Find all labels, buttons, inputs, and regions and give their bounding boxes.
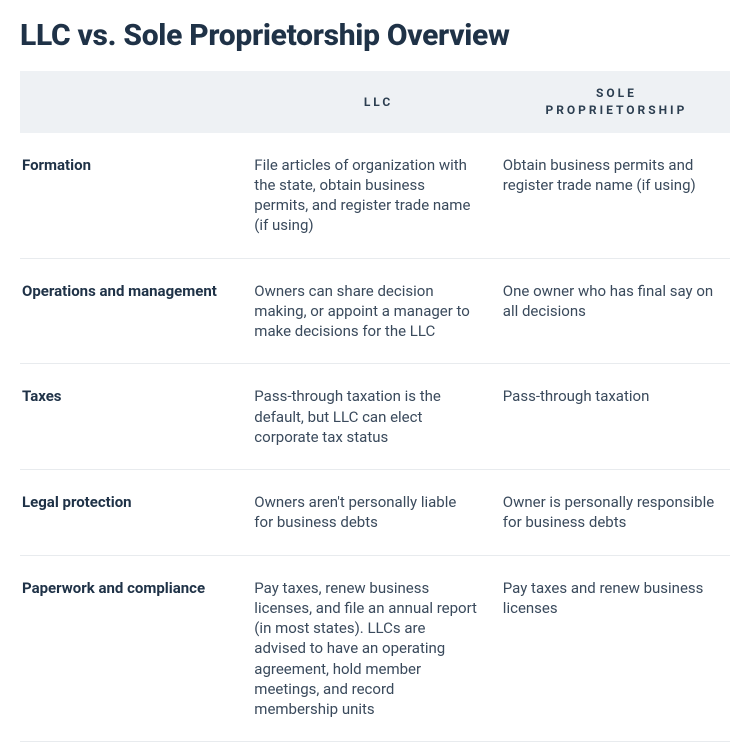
row-label: Taxes [20, 364, 254, 470]
row-llc-cell: Owners aren't personally liable for busi… [254, 470, 503, 556]
row-label: Paperwork and compliance [20, 555, 254, 742]
header-sole-prop: SOLE PROPRIETORSHIP [503, 71, 730, 133]
header-sole-prop-line2: PROPRIETORSHIP [545, 103, 687, 117]
row-llc-cell: Pay taxes, renew business licenses, and … [254, 555, 503, 742]
row-llc-cell: Pass-through taxation is the default, bu… [254, 364, 503, 470]
row-label: Operations and management [20, 258, 254, 364]
table-row: Formation File articles of organization … [20, 133, 730, 259]
row-sp-cell: One owner who has final say on all decis… [503, 258, 730, 364]
row-sp-cell: Obtain business permits and register tra… [503, 133, 730, 259]
table-row: Operations and management Owners can sha… [20, 258, 730, 364]
comparison-table: LLC SOLE PROPRIETORSHIP Formation File ar… [20, 71, 730, 742]
table-header-row: LLC SOLE PROPRIETORSHIP [20, 71, 730, 133]
header-llc: LLC [254, 71, 503, 133]
row-sp-cell: Pay taxes and renew business licenses [503, 555, 730, 742]
table-row: Legal protection Owners aren't personall… [20, 470, 730, 556]
table-row: Taxes Pass-through taxation is the defau… [20, 364, 730, 470]
page-title: LLC vs. Sole Proprietorship Overview [20, 18, 730, 53]
header-empty [20, 71, 254, 133]
row-label: Legal protection [20, 470, 254, 556]
row-sp-cell: Owner is personally responsible for busi… [503, 470, 730, 556]
row-sp-cell: Pass-through taxation [503, 364, 730, 470]
row-label: Formation [20, 133, 254, 259]
row-llc-cell: Owners can share decision making, or app… [254, 258, 503, 364]
table-row: Paperwork and compliance Pay taxes, rene… [20, 555, 730, 742]
row-llc-cell: File articles of organization with the s… [254, 133, 503, 259]
header-sole-prop-line1: SOLE [596, 86, 637, 100]
